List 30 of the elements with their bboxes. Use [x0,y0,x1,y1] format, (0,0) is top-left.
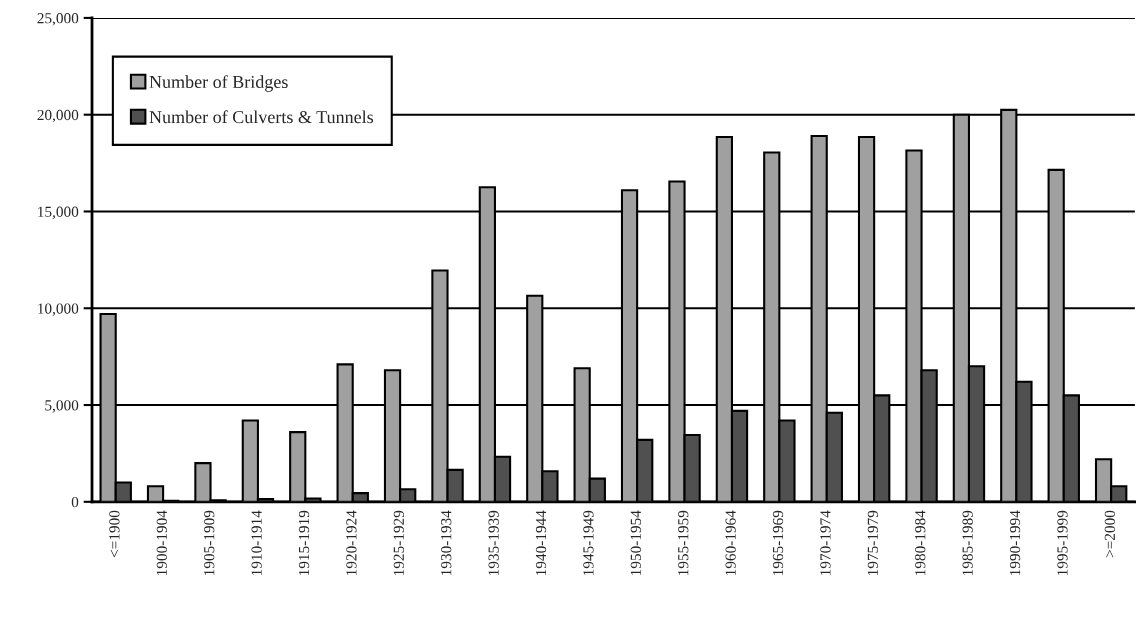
x-tick-label: 1950-1954 [630,510,641,575]
x-tick-label: 1920-1924 [346,510,357,575]
x-tick-label: 1945-1949 [583,510,594,575]
y-tick-label: 5,000 [45,400,79,413]
x-tick-label: 1905-1909 [204,510,215,575]
x-tick-label: 1980-1984 [915,510,926,575]
y-tick-label: 25,000 [37,13,79,26]
x-tick-label: 1985-1989 [962,510,973,575]
x-tick-label: 1990-1994 [1009,510,1021,575]
x-tick-label: 1930-1934 [441,510,452,575]
x-tick-label: 1935-1939 [488,510,499,575]
x-tick-label: 1960-1964 [725,510,736,575]
x-tick-label: 1915-1919 [298,510,310,575]
legend-label: Number of Culverts & Tunnels [149,110,374,124]
x-tick-label: 1925-1929 [393,510,404,575]
x-tick-label: <=1900 [109,510,120,558]
x-tick-label: 1910-1914 [251,510,262,575]
y-tick-label: 10,000 [38,303,79,316]
x-tick-label: 1900-1904 [156,510,167,575]
y-tick-label: 0 [71,496,79,508]
x-tick-label: >=2000 [1104,510,1115,558]
x-tick-label: 1965-1969 [772,510,784,575]
x-tick-label: 1940-1944 [535,510,547,575]
legend-label: Number of Bridges [149,75,288,92]
x-tick-label: 1970-1974 [820,510,831,575]
y-tick-label: 20,000 [37,109,79,123]
x-tick-label: 1995-1999 [1057,510,1068,575]
x-tick-label: 1955-1959 [678,510,689,575]
y-tick-label: 15,000 [38,206,79,220]
x-tick-label: 1975-1979 [867,510,878,575]
